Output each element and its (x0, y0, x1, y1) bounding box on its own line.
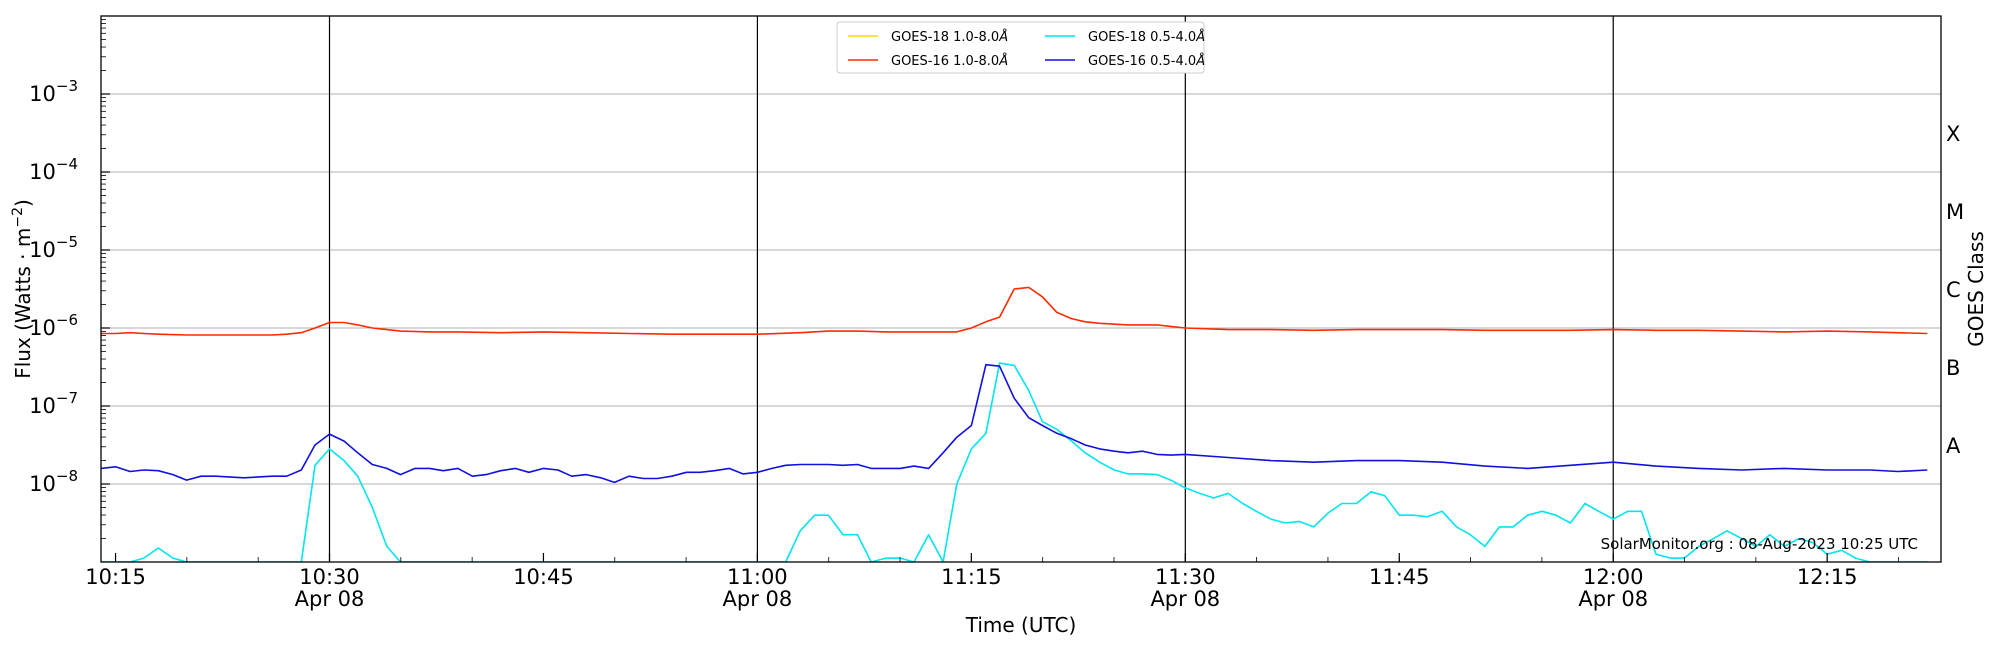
watermark: SolarMonitor.org : 08-Aug-2023 10:25 UTC (1601, 535, 1918, 553)
series-line-goes-18-0-5-4-0 (101, 362, 1928, 562)
x-tick-label: 11:00 (727, 565, 788, 589)
vertical-reference-lines (328, 16, 1614, 562)
y-tick-label: 10−8 (29, 467, 78, 496)
legend-entry: GOES-18 1.0-8.0Å (891, 29, 1008, 45)
y-tick-label: 10−4 (29, 155, 78, 184)
x-tick-label: 10:45 (513, 565, 574, 589)
x-axis-label: Time (UTC) (965, 613, 1077, 637)
x-tick-label: 12:00 (1583, 565, 1644, 589)
goes-class-labels: X M C B A (1946, 122, 1964, 458)
y-axis-ticks: 10−3 10−4 10−5 10−6 10−7 10−8 (29, 19, 110, 539)
x-tick-label: 12:15 (1797, 565, 1858, 589)
series-line-goes-16-0-5-4-0 (101, 363, 1928, 484)
class-label: A (1946, 434, 1961, 458)
x-tick-date: Apr 08 (723, 587, 793, 611)
data-series (101, 286, 1928, 562)
legend-entry: GOES-18 0.5-4.0Å (1088, 29, 1205, 45)
class-label: B (1946, 356, 1960, 380)
y-tick-label: 10−6 (29, 311, 78, 340)
y-tick-label: 10−5 (29, 233, 78, 262)
y-axis-label: Flux (Watts · m−2) (10, 199, 35, 379)
x-tick-label: 10:15 (85, 565, 146, 589)
legend: GOES-18 1.0-8.0Å GOES-16 1.0-8.0Å GOES-18 … (836, 21, 1205, 74)
class-label: C (1946, 278, 1961, 302)
x-tick-label: 11:30 (1155, 565, 1216, 589)
legend-entry: GOES-16 1.0-8.0Å (891, 53, 1008, 69)
horizontal-gridlines (101, 93, 1941, 485)
series-line-goes-16-1-0-8-0 (101, 286, 1928, 336)
x-tick-date: Apr 08 (295, 587, 365, 611)
y-tick-label: 10−3 (29, 77, 78, 106)
x-tick-date: Apr 08 (1150, 587, 1220, 611)
x-tick-label: 11:45 (1369, 565, 1430, 589)
y-tick-label: 10−7 (29, 389, 78, 418)
x-tick-label: 11:15 (941, 565, 1002, 589)
x-tick-label: 10:30 (299, 565, 360, 589)
class-label: M (1946, 200, 1964, 224)
legend-entry: GOES-16 0.5-4.0Å (1088, 53, 1205, 69)
secondary-y-axis-label: GOES Class (1964, 231, 1988, 347)
class-label: X (1946, 122, 1960, 146)
x-tick-date: Apr 08 (1578, 587, 1648, 611)
plot-frame (100, 15, 1942, 563)
